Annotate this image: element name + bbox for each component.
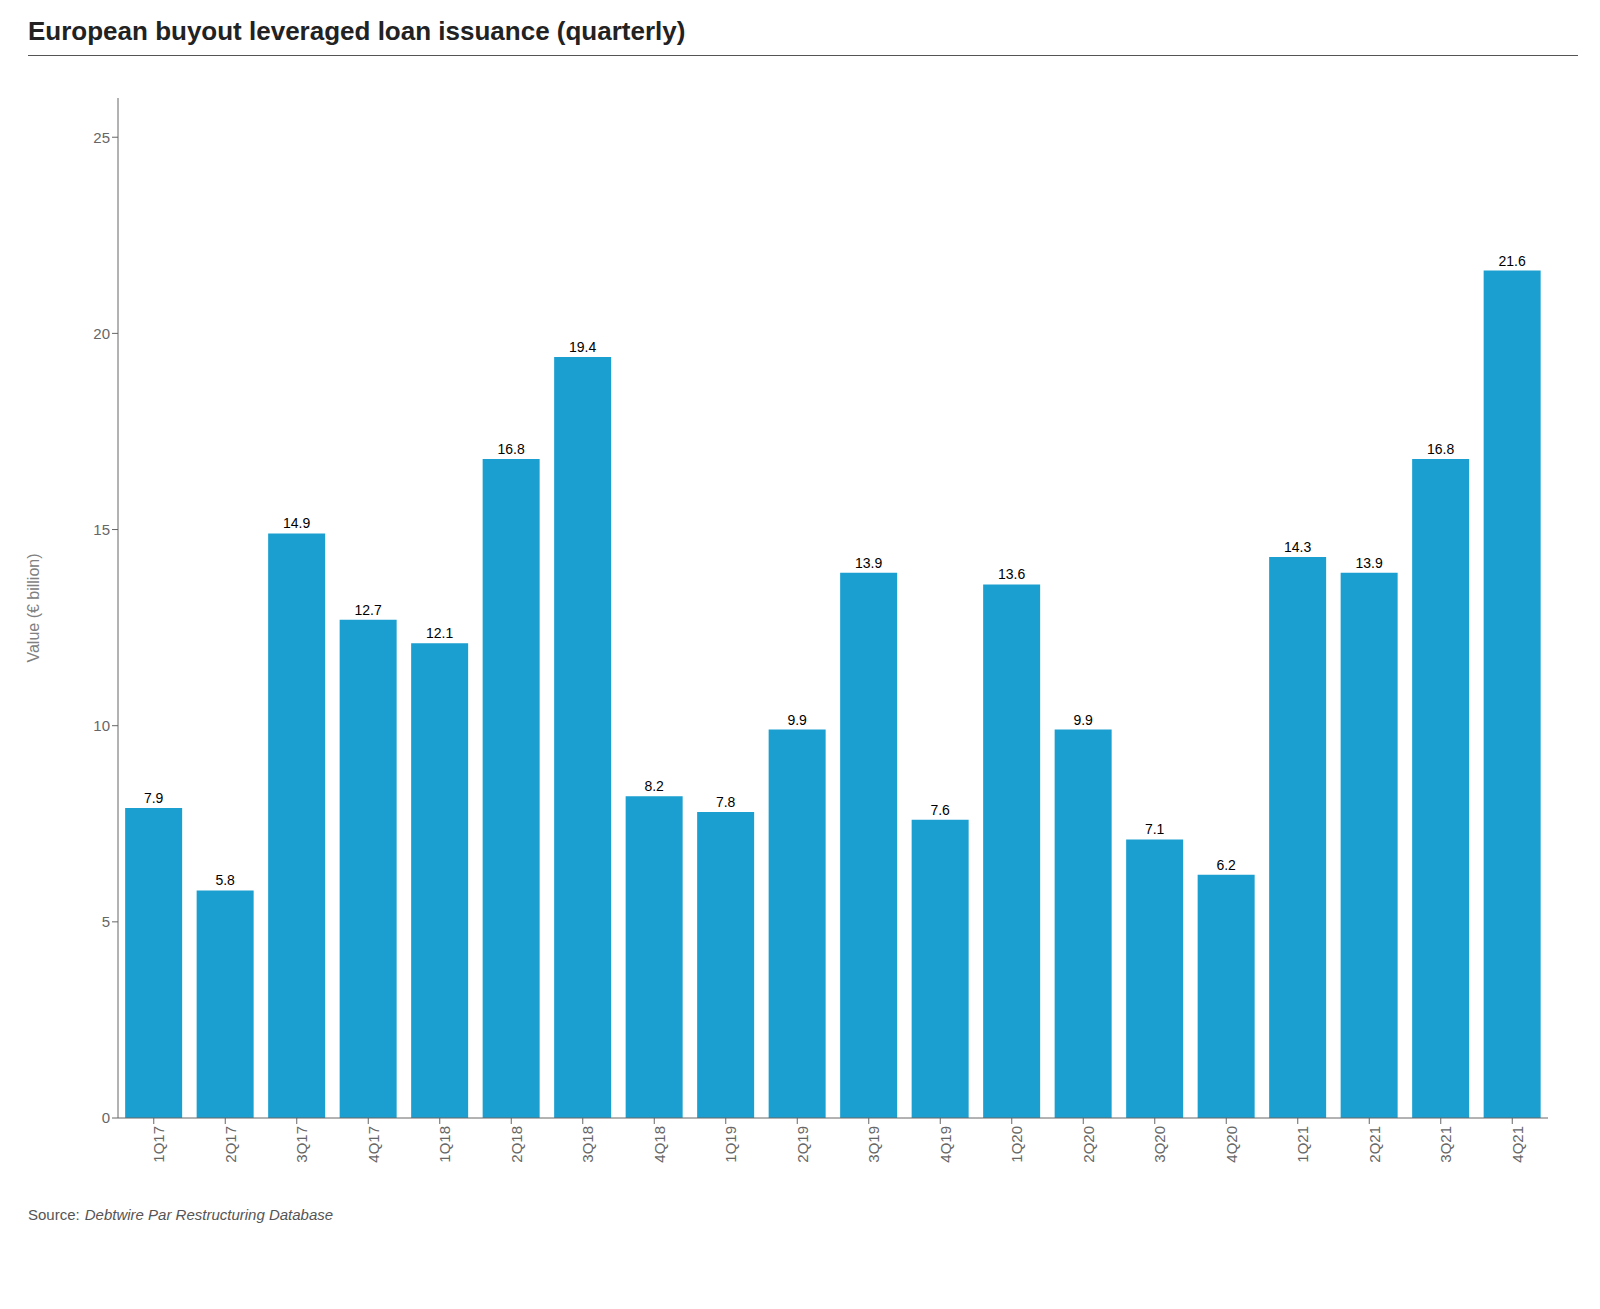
svg-text:21.6: 21.6 [1499, 253, 1526, 269]
svg-text:7.1: 7.1 [1145, 821, 1165, 837]
svg-text:7.9: 7.9 [144, 790, 164, 806]
svg-text:12.1: 12.1 [426, 625, 453, 641]
svg-text:3Q21: 3Q21 [1437, 1126, 1454, 1163]
svg-text:3Q19: 3Q19 [865, 1126, 882, 1163]
svg-text:6.2: 6.2 [1216, 857, 1236, 873]
svg-text:4Q18: 4Q18 [651, 1126, 668, 1163]
svg-text:2Q20: 2Q20 [1080, 1126, 1097, 1163]
svg-text:4Q20: 4Q20 [1223, 1126, 1240, 1163]
svg-text:0: 0 [102, 1109, 110, 1126]
svg-text:13.6: 13.6 [998, 566, 1025, 582]
svg-text:25: 25 [93, 129, 110, 146]
svg-text:2Q19: 2Q19 [794, 1126, 811, 1163]
svg-text:2Q21: 2Q21 [1366, 1126, 1383, 1163]
svg-text:7.8: 7.8 [716, 794, 736, 810]
svg-text:3Q17: 3Q17 [293, 1126, 310, 1163]
svg-text:2Q18: 2Q18 [508, 1126, 525, 1163]
svg-text:1Q17: 1Q17 [150, 1126, 167, 1163]
svg-text:14.9: 14.9 [283, 515, 310, 531]
svg-text:9.9: 9.9 [1073, 712, 1093, 728]
svg-text:16.8: 16.8 [1427, 441, 1454, 457]
svg-text:7.6: 7.6 [930, 802, 950, 818]
svg-text:4Q19: 4Q19 [937, 1126, 954, 1163]
svg-text:9.9: 9.9 [787, 712, 807, 728]
svg-text:2Q17: 2Q17 [222, 1126, 239, 1163]
svg-text:14.3: 14.3 [1284, 539, 1311, 555]
svg-text:1Q20: 1Q20 [1008, 1126, 1025, 1163]
svg-text:3Q18: 3Q18 [579, 1126, 596, 1163]
svg-text:10: 10 [93, 717, 110, 734]
svg-text:4Q17: 4Q17 [365, 1126, 382, 1163]
svg-text:20: 20 [93, 325, 110, 342]
svg-text:3Q20: 3Q20 [1151, 1126, 1168, 1163]
svg-text:4Q21: 4Q21 [1509, 1126, 1526, 1163]
svg-text:16.8: 16.8 [498, 441, 525, 457]
svg-text:5.8: 5.8 [215, 872, 235, 888]
html-text:Source: Debtwire Par Restructu: Source: Debtwire Par Restructuring Datab… [28, 1206, 334, 1223]
svg-text:1Q19: 1Q19 [722, 1126, 739, 1163]
svg-text:13.9: 13.9 [855, 555, 882, 571]
svg-text:8.2: 8.2 [644, 778, 664, 794]
svg-text:15: 15 [93, 521, 110, 538]
svg-text:13.9: 13.9 [1356, 555, 1383, 571]
svg-text:Value (€ billion): Value (€ billion) [25, 553, 42, 662]
svg-text:1Q21: 1Q21 [1294, 1126, 1311, 1163]
svg-text:1Q18: 1Q18 [436, 1126, 453, 1163]
svg-text:12.7: 12.7 [355, 602, 382, 618]
svg-text:5: 5 [102, 913, 110, 930]
html-text:European buyout leveraged loan: European buyout leveraged loan issuance … [28, 16, 686, 46]
svg-text:19.4: 19.4 [569, 339, 596, 355]
